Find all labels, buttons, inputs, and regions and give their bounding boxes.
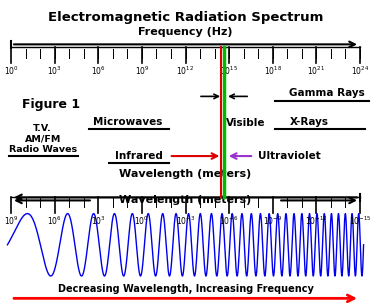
Text: Visible: Visible (226, 118, 265, 128)
Text: Ultraviolet: Ultraviolet (258, 151, 321, 161)
Text: $10^{21}$: $10^{21}$ (307, 64, 325, 77)
Text: $10^{9}$: $10^{9}$ (4, 214, 19, 227)
Text: Infrared: Infrared (115, 151, 163, 161)
Text: Figure 1: Figure 1 (22, 98, 81, 110)
Text: X-Rays: X-Rays (289, 118, 328, 127)
Text: $10^{0}$: $10^{0}$ (4, 64, 19, 77)
Text: T.V.
AM/FM
Radio Waves: T.V. AM/FM Radio Waves (9, 124, 77, 154)
Text: $10^{3}$: $10^{3}$ (91, 214, 106, 227)
Text: Gamma Rays: Gamma Rays (289, 88, 365, 98)
Text: Electromagnetic Radiation Spectrum: Electromagnetic Radiation Spectrum (48, 11, 323, 24)
Text: $10^{-12}$: $10^{-12}$ (305, 214, 328, 227)
Text: $10^{3}$: $10^{3}$ (47, 64, 62, 77)
Text: $10^{18}$: $10^{18}$ (263, 64, 282, 77)
Text: $10^{9}$: $10^{9}$ (135, 64, 149, 77)
Text: Frequency (Hz): Frequency (Hz) (138, 27, 233, 37)
Text: $10^{12}$: $10^{12}$ (177, 64, 194, 77)
Text: Wavelength (meters): Wavelength (meters) (119, 169, 252, 179)
Text: $10^{-15}$: $10^{-15}$ (349, 214, 371, 227)
Text: $10^{24}$: $10^{24}$ (351, 64, 369, 77)
Text: $10^{6}$: $10^{6}$ (47, 214, 62, 227)
Text: $10^{-3}$: $10^{-3}$ (176, 214, 195, 227)
Text: $10^{0}$: $10^{0}$ (134, 214, 150, 227)
Text: $10^{15}$: $10^{15}$ (220, 64, 238, 77)
Text: Decreasing Wavelength, Increasing Frequency: Decreasing Wavelength, Increasing Freque… (58, 284, 313, 294)
Text: $10^{6}$: $10^{6}$ (91, 64, 106, 77)
Text: $10^{-9}$: $10^{-9}$ (263, 214, 282, 227)
Text: Microwaves: Microwaves (93, 118, 162, 127)
Text: Wavelength (meters): Wavelength (meters) (119, 196, 252, 205)
Text: $10^{-6}$: $10^{-6}$ (219, 214, 239, 227)
